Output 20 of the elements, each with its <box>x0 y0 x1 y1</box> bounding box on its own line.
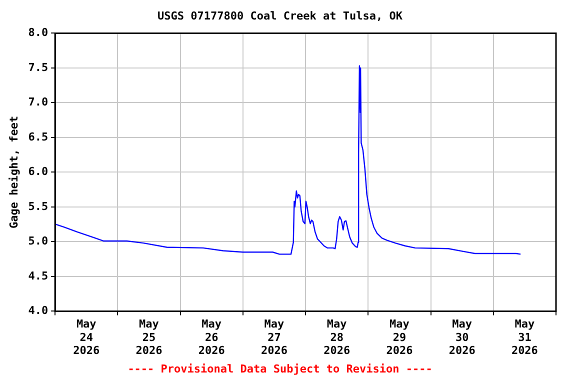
x-tick-label: May 29 2026 <box>386 318 414 358</box>
text: ---- Provisional Data Subject to Revision ---- <box>128 362 432 376</box>
y-tick-label: 7.5 <box>28 60 48 74</box>
x-tick-label: May 28 2026 <box>324 318 350 358</box>
y-tick-label: 7.0 <box>28 96 48 109</box>
x-tick-label: May 31 2026 <box>511 318 538 358</box>
y-tick-label: 4.0 <box>28 304 48 318</box>
y-tick-label: 6.5 <box>28 130 48 144</box>
chart-title: USGS 07177800 Coal Creek at Tulsa, OK <box>157 9 403 22</box>
y-tick-label: 5.0 <box>28 234 48 248</box>
x-tick-label: May 30 2026 <box>448 318 476 358</box>
x-tick-label: May 26 2026 <box>198 318 226 358</box>
x-tick-label: May 25 2026 <box>136 318 163 358</box>
y-tick-label: 8.0 <box>28 26 48 40</box>
y-tick-label: 6.0 <box>28 165 48 178</box>
y-tick-label: 4.5 <box>28 269 48 282</box>
x-tick-label: May 24 2026 <box>73 318 100 358</box>
y-tick-label: 5.5 <box>28 200 48 213</box>
x-tick-label: May 27 2026 <box>260 318 288 358</box>
y-axis-title: Gage height, feet <box>7 116 20 228</box>
